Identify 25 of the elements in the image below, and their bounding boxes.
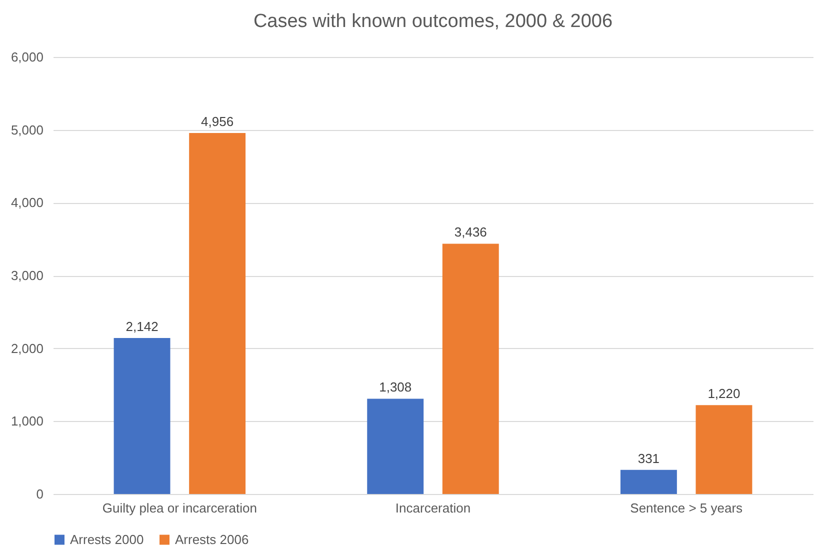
data-label: 2,142 bbox=[126, 318, 158, 334]
data-label: 1,308 bbox=[379, 380, 412, 395]
y-tick-label: 2,000 bbox=[10, 340, 44, 356]
x-tick-label: Guilty plea or incarceration bbox=[102, 500, 257, 516]
bar bbox=[696, 405, 752, 494]
x-tick-label: Incarceration bbox=[395, 500, 471, 516]
data-label: 331 bbox=[638, 450, 660, 466]
y-tick-label: 5,000 bbox=[10, 122, 44, 138]
bar bbox=[620, 470, 677, 494]
y-tick-label: 6,000 bbox=[10, 50, 44, 64]
data-label: 1,220 bbox=[708, 386, 740, 402]
bar bbox=[367, 398, 424, 494]
data-label: 3,436 bbox=[454, 224, 487, 240]
legend-label: Arrests 2000 bbox=[70, 532, 144, 547]
bar bbox=[114, 338, 170, 494]
chart-title: Cases with known outcomes, 2000 & 2006 bbox=[253, 11, 613, 32]
bar bbox=[442, 244, 499, 494]
x-tick-label: Sentence > 5 years bbox=[630, 500, 744, 516]
legend-label: Arrests 2006 bbox=[175, 532, 249, 547]
y-tick-label: 1,000 bbox=[10, 414, 44, 429]
y-tick-label: 3,000 bbox=[10, 268, 44, 283]
y-tick-label: 4,000 bbox=[10, 195, 44, 210]
bar bbox=[189, 133, 246, 494]
data-label: 4,956 bbox=[201, 114, 234, 130]
y-tick-label: 0 bbox=[36, 486, 44, 502]
